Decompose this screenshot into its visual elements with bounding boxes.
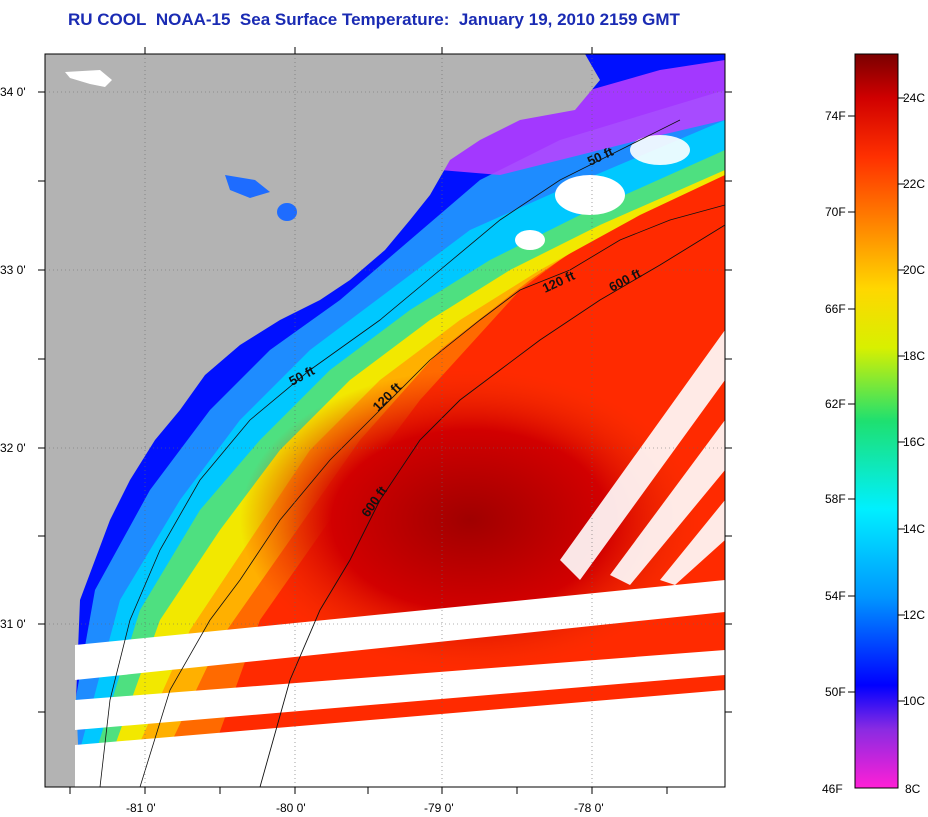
ocean-cold-magenta <box>440 60 725 175</box>
colorbar-f-70: 70F <box>825 205 846 219</box>
lon-label-79: -79 0' <box>424 801 454 815</box>
map-title: RU COOL NOAA-15 Sea Surface Temperature:… <box>68 10 680 30</box>
colorbar-f-66: 66F <box>825 302 846 316</box>
land <box>45 54 600 787</box>
cloud-patch-1 <box>555 175 625 215</box>
cloud-patch-3 <box>630 135 690 165</box>
contour-600ft <box>259 224 725 787</box>
lon-label-80: -80 0' <box>276 801 306 815</box>
colorbar-f-46: 46F <box>822 782 843 796</box>
cloud-streak-3 <box>660 500 725 585</box>
title-satellite: NOAA-15 <box>155 10 231 29</box>
lat-label-33: 33 0' <box>0 263 26 277</box>
colorbar-c-10: 10C <box>903 694 925 708</box>
cloud-patch-2 <box>515 230 545 250</box>
inland-lake-2 <box>277 203 297 221</box>
title-org: RU COOL <box>68 10 147 29</box>
colorbar-c-20: 20C <box>903 263 925 277</box>
title-product: Sea Surface Temperature: <box>239 10 450 29</box>
colorbar-f-58: 58F <box>825 492 846 506</box>
map-gridlines <box>45 54 725 787</box>
inland-patch <box>65 70 112 87</box>
colorbar-ticks <box>848 97 905 702</box>
cloud-band-2 <box>75 650 725 730</box>
colorbar-c-8: 8C <box>905 782 921 796</box>
title-date: January 19, 2010 2159 GMT <box>458 10 680 29</box>
cloud-streak-2 <box>610 420 725 585</box>
colorbar-c-22: 22C <box>903 177 925 191</box>
colorbar-c-16: 16C <box>903 435 925 449</box>
cloud-band-1 <box>75 580 725 680</box>
cloud-band-3 <box>75 690 725 787</box>
sst-image <box>45 54 725 787</box>
colorbar-c-12: 12C <box>903 608 925 622</box>
lat-label-32: 32 0' <box>0 441 26 455</box>
lon-label-81: -81 0' <box>126 801 156 815</box>
map-ticks <box>38 47 732 794</box>
colorbar-f-74: 74F <box>825 109 846 123</box>
contour-50ft <box>99 119 681 787</box>
colorbar-f-54: 54F <box>825 589 846 603</box>
cloud-streak-1 <box>560 330 725 580</box>
colorbar-c-24: 24C <box>903 91 925 105</box>
lat-label-31: 31 0' <box>0 617 26 631</box>
map-frame <box>44 53 726 788</box>
lat-label-34: 34 0' <box>0 85 26 99</box>
colorbar-f-62: 62F <box>825 397 846 411</box>
contour-120ft <box>139 204 725 787</box>
colorbar-f-50: 50F <box>825 685 846 699</box>
colorbar-c-18: 18C <box>903 349 925 363</box>
colorbar-c-14: 14C <box>903 522 925 536</box>
colorbar <box>854 53 899 789</box>
inland-lake-1 <box>225 175 270 198</box>
lon-label-78: -78 0' <box>574 801 604 815</box>
